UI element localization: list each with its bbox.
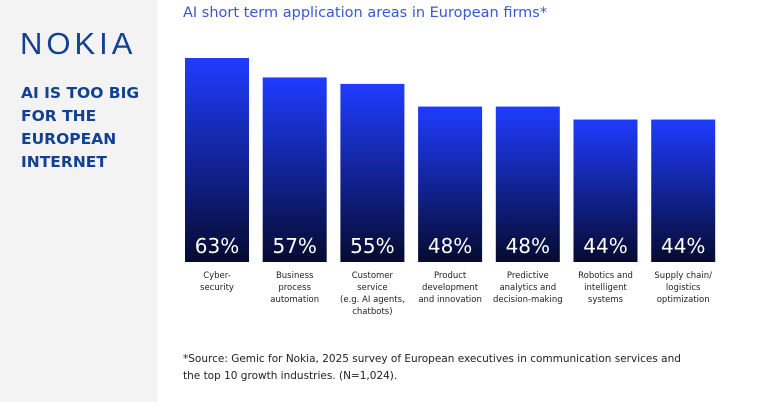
source-note: *Source: Gemic for Nokia, 2025 survey of… [183, 353, 681, 382]
category-label: Customer service (e.g. AI agents, chatbo… [340, 271, 405, 317]
bar [418, 106, 483, 262]
category-label: Cyber- security [200, 271, 234, 293]
chart-title: AI short term application areas in Europ… [183, 5, 548, 21]
category-label: Predictive analytics and decision-making [492, 271, 563, 305]
category-label: Robotics and intelligent systems [578, 271, 633, 305]
value-label: 44% [583, 234, 627, 258]
value-label: 55% [350, 234, 394, 258]
value-label: 63% [195, 234, 239, 258]
bar [185, 58, 249, 262]
brand-logo: NOKIA [20, 26, 137, 61]
bar [340, 83, 405, 263]
bar [573, 119, 638, 263]
headline: AI IS TOO BIG FOR THE EUROPEAN INTERNET [21, 84, 140, 171]
value-label: 44% [661, 234, 705, 258]
value-label: 57% [272, 234, 316, 258]
value-label: 48% [428, 234, 472, 258]
bar [651, 119, 716, 263]
side-panel [0, 0, 157, 402]
bar [262, 77, 327, 262]
value-label: 48% [506, 234, 550, 258]
category-label: Product development and innovation [418, 271, 482, 305]
bar [495, 106, 560, 262]
category-label: Supply chain/ logistics optimization [654, 271, 712, 305]
category-label: Business process automation [270, 271, 320, 305]
